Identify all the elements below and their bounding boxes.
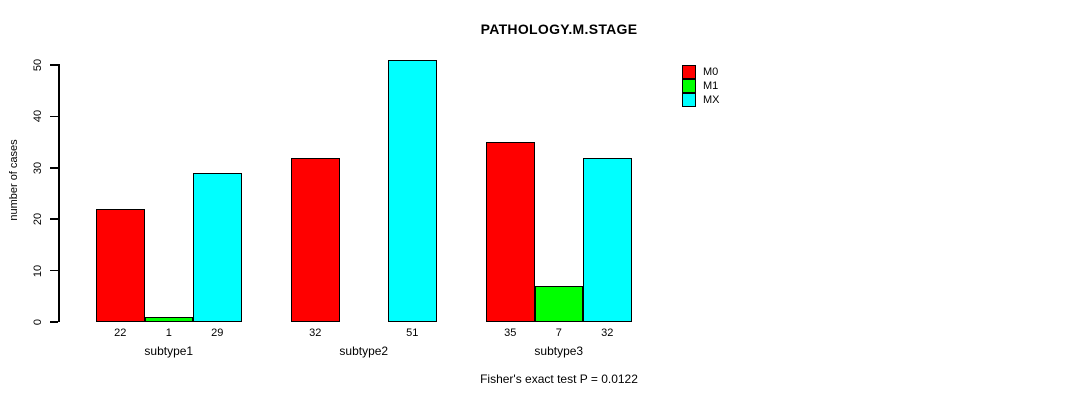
legend-label-m0: M0 — [703, 66, 719, 78]
bar-mx-subtype3 — [583, 157, 632, 322]
legend-swatch-m0 — [682, 65, 696, 79]
y-tick-label: 40 — [32, 110, 44, 123]
legend: M0 M1 MX — [682, 65, 720, 107]
x-category-label-subtype1: subtype1 — [144, 344, 194, 358]
legend-item-m0: M0 — [682, 65, 720, 79]
y-tick-label: 10 — [32, 264, 44, 277]
bar-mx-subtype1 — [193, 172, 242, 322]
stat-annotation: Fisher's exact test P = 0.0122 — [480, 372, 638, 386]
bar-value-label: 35 — [504, 327, 517, 339]
legend-item-m1: M1 — [682, 79, 720, 93]
y-tick-mark — [50, 115, 58, 118]
y-tick-mark — [50, 269, 58, 272]
y-axis-label: number of cases — [8, 139, 20, 221]
legend-item-mx: MX — [682, 93, 720, 107]
y-tick-mark — [50, 64, 58, 66]
chart-title: PATHOLOGY.M.STAGE — [480, 21, 638, 37]
legend-swatch-mx — [682, 93, 696, 107]
bar-m1-subtype1 — [144, 316, 193, 322]
bar-m1-subtype3 — [534, 286, 583, 322]
y-tick-mark — [50, 167, 58, 169]
y-tick-mark — [50, 321, 58, 323]
y-tick-label: 20 — [32, 213, 44, 226]
legend-label-mx: MX — [703, 94, 720, 106]
bar-mx-subtype2 — [388, 59, 437, 322]
legend-label-m1: M1 — [703, 80, 719, 92]
x-category-label-subtype3: subtype3 — [534, 344, 584, 358]
x-category-label-subtype2: subtype2 — [339, 344, 389, 358]
bar-value-label: 22 — [114, 327, 127, 339]
bar-value-label: 29 — [211, 327, 224, 339]
y-tick-label: 50 — [32, 58, 44, 72]
bar-value-label: 32 — [601, 327, 614, 339]
y-tick-label: 30 — [32, 161, 44, 174]
y-axis-line — [58, 64, 60, 322]
legend-swatch-m1 — [682, 79, 696, 93]
bar-m0-subtype2 — [291, 157, 340, 322]
y-tick-mark — [50, 218, 58, 220]
bar-value-label: 1 — [165, 327, 172, 339]
bar-value-label: 32 — [309, 327, 322, 339]
bar-m0-subtype3 — [486, 142, 535, 322]
bar-m0-subtype1 — [96, 208, 145, 322]
y-tick-label: 0 — [32, 318, 44, 326]
bar-value-label: 7 — [555, 327, 562, 339]
bar-value-label: 51 — [406, 327, 419, 339]
